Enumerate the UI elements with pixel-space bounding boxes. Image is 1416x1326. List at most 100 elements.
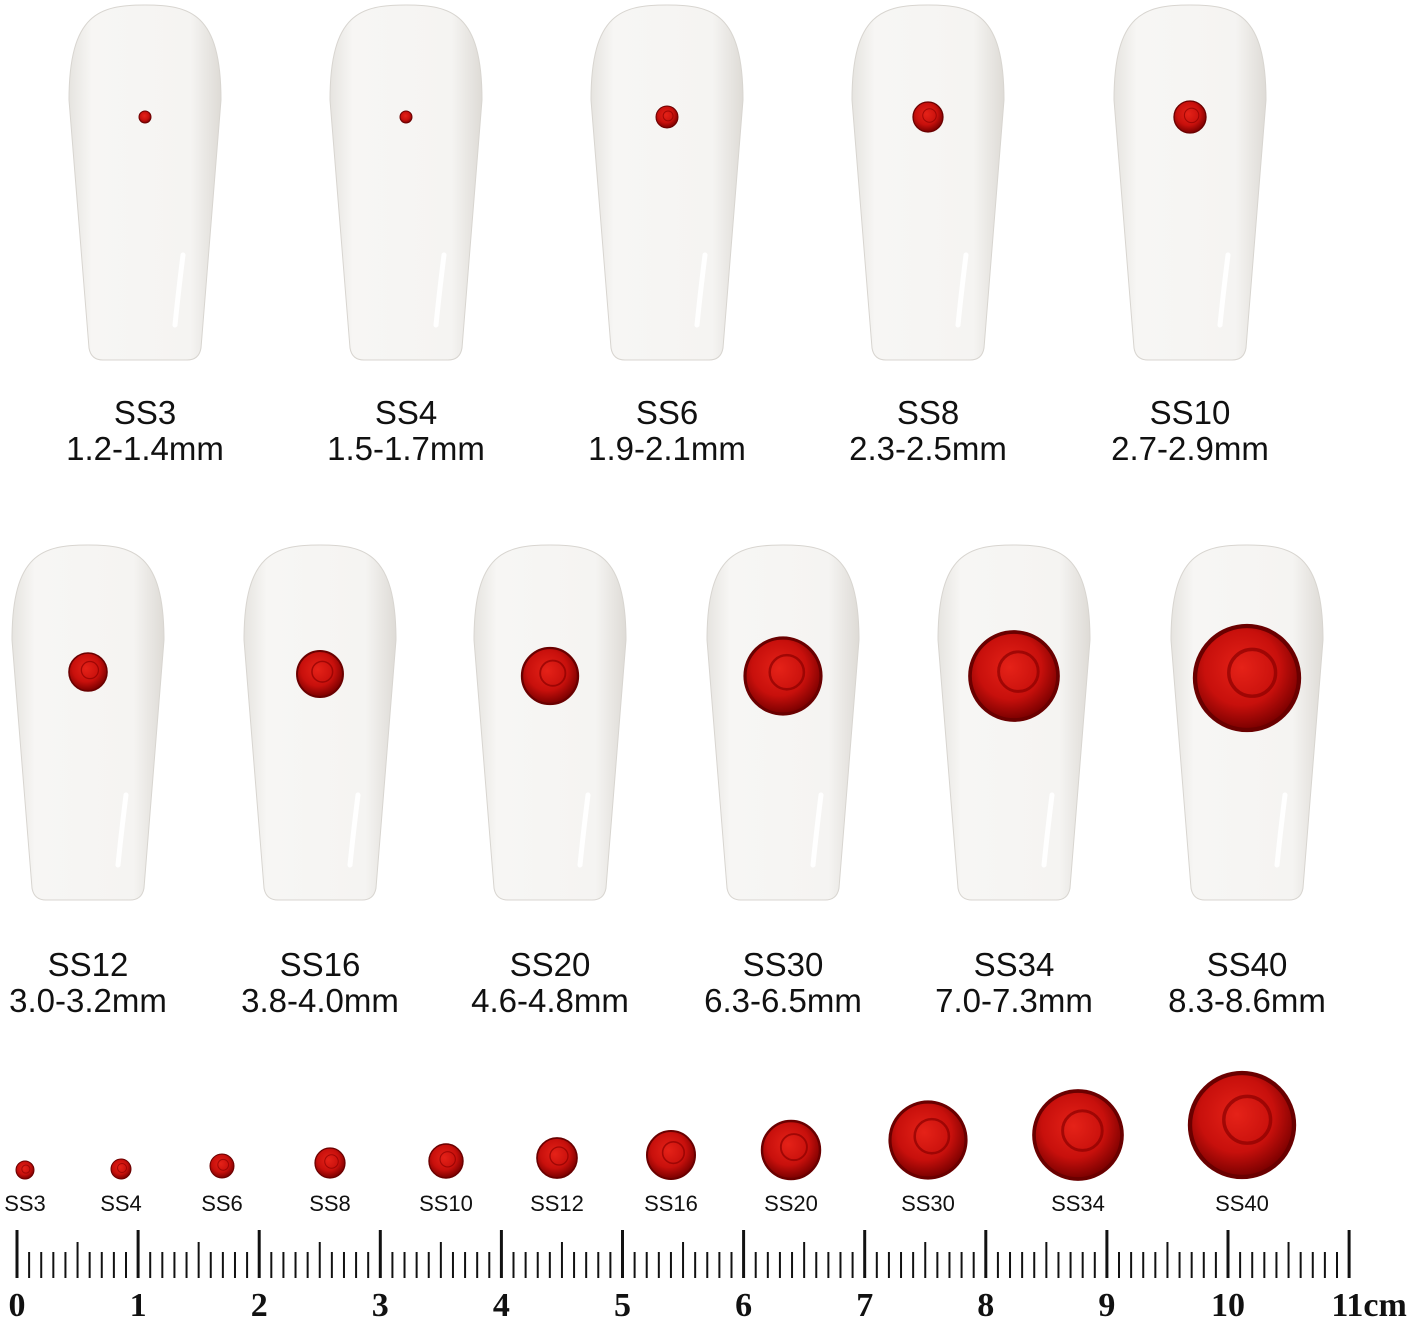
rhinestone [209,1153,235,1179]
nail [706,544,860,901]
rhinestone-facet [311,660,334,683]
size-mm: 8.3-8.6mm [1168,982,1326,1019]
stone-label: SS6 [201,1191,243,1216]
ruler-label: 11cm [1331,1287,1407,1324]
rhinestone [536,1137,578,1179]
size-mm: 2.7-2.9mm [1111,430,1269,467]
nail-shine [347,792,361,868]
ruler-label: 6 [735,1287,752,1324]
stone-label: SS12 [530,1191,584,1216]
rhinestone [15,1160,35,1180]
size-name: SS3 [114,394,176,431]
ruler-label: 0 [9,1287,26,1324]
rhinestone [296,650,344,698]
size-name: SS6 [636,394,698,431]
rhinestone [428,1143,464,1179]
rhinestone-facet [439,1151,456,1168]
ruler-label: 7 [856,1287,873,1324]
nail-shine [955,252,969,328]
stone-label: SS30 [901,1191,955,1216]
rhinestone-facet [662,110,674,122]
stone-label: SS16 [644,1191,698,1216]
rhinestone [646,1130,696,1180]
ruler-label: 3 [372,1287,389,1324]
size-name: SS12 [48,946,129,983]
rhinestone-facet [768,653,806,691]
rhinestone-facet [217,1158,230,1171]
nail-shine [172,252,186,328]
nail [473,544,627,901]
nail [937,544,1091,901]
size-mm: 1.5-1.7mm [327,430,485,467]
nail-shine [115,792,129,868]
nail-shine [433,252,447,328]
nail-shine [810,792,824,868]
ruler-label: 2 [251,1287,268,1324]
rhinestone [655,105,679,129]
rhinestone [760,1119,822,1181]
nail [243,544,397,901]
size-mm: 6.3-6.5mm [704,982,862,1019]
size-name: SS4 [375,394,437,431]
stone-label: SS20 [764,1191,818,1216]
size-name: SS40 [1207,946,1288,983]
rhinestone-facet [922,108,937,123]
size-mm: 3.0-3.2mm [9,982,167,1019]
rhinestone-facet [21,1164,31,1174]
nail [590,4,744,361]
stone-label: SS8 [309,1191,351,1216]
rhinestone [1187,1070,1297,1180]
nail [11,544,165,901]
rhinestone [399,110,413,124]
ruler-label: 10 [1211,1287,1245,1324]
rhinestone [968,630,1060,722]
rhinestone [314,1147,346,1179]
rhinestone-facet [549,1146,569,1166]
size-mm: 2.3-2.5mm [849,430,1007,467]
rhinestone [743,636,823,716]
rhinestone [1192,623,1302,733]
size-mm: 1.2-1.4mm [66,430,224,467]
rhinestone-facet [1222,1094,1273,1145]
stone-label: SS10 [419,1191,473,1216]
rhinestone [888,1100,968,1180]
stone-label: SS4 [100,1191,142,1216]
rhinestone-facet [80,660,100,680]
size-mm: 7.0-7.3mm [935,982,1093,1019]
rhinestone-facet [324,1154,339,1169]
rhinestone [1032,1089,1124,1181]
stone-label: SS34 [1051,1191,1105,1216]
rhinestone-facet [1061,1109,1104,1152]
ruler-label: 4 [493,1287,510,1324]
nail-shine [1041,792,1055,868]
rhinestone-facet [117,1163,127,1173]
nail [329,4,483,361]
size-name: SS8 [897,394,959,431]
rhinestone [1173,100,1207,134]
size-name: SS20 [510,946,591,983]
ruler-label: 9 [1098,1287,1115,1324]
stone-label: SS3 [4,1191,46,1216]
size-name: SS30 [743,946,824,983]
rhinestone-facet [661,1140,686,1165]
rhinestone [520,646,580,706]
nail-shine [694,252,708,328]
rhinestone-facet [779,1133,808,1162]
rhinestone [138,110,152,124]
size-name: SS34 [974,946,1055,983]
ruler-label: 1 [130,1287,147,1324]
size-mm: 3.8-4.0mm [241,982,399,1019]
nail [851,4,1005,361]
nail-shine [577,792,591,868]
rhinestone-facet [539,659,567,687]
size-name: SS10 [1150,394,1231,431]
nail [1113,4,1267,361]
ruler-label: 5 [614,1287,631,1324]
rhinestone [912,101,944,133]
nail-shine [1217,252,1231,328]
nail [68,4,222,361]
stone-label: SS40 [1215,1191,1269,1216]
ruler-label: 8 [977,1287,994,1324]
